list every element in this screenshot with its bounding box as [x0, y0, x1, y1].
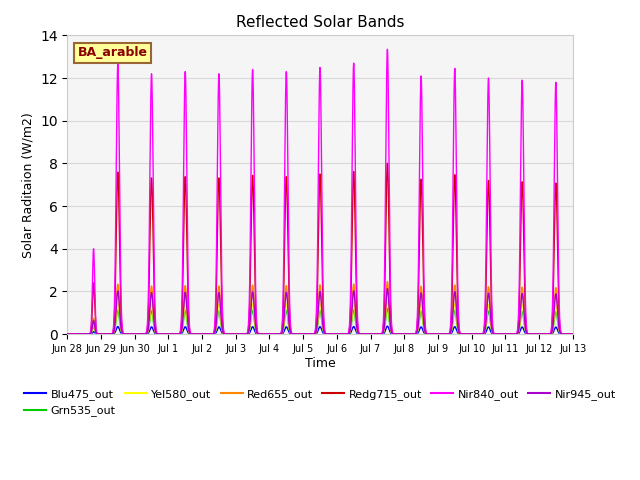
Legend: Blu475_out, Grn535_out, Yel580_out, Red655_out, Redg715_out, Nir840_out, Nir945_: Blu475_out, Grn535_out, Yel580_out, Red6…	[20, 384, 620, 421]
Y-axis label: Solar Raditaion (W/m2): Solar Raditaion (W/m2)	[21, 112, 35, 258]
Text: BA_arable: BA_arable	[77, 46, 147, 59]
Title: Reflected Solar Bands: Reflected Solar Bands	[236, 15, 404, 30]
X-axis label: Time: Time	[305, 357, 335, 370]
